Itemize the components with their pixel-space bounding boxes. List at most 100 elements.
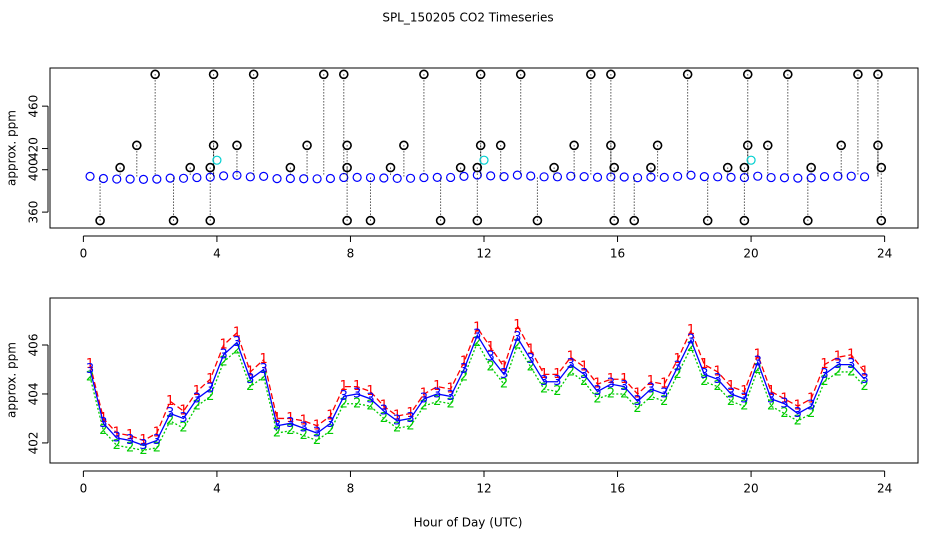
point xyxy=(185,162,196,173)
point xyxy=(579,172,589,182)
point xyxy=(212,155,222,165)
point-marker: 1 xyxy=(366,384,374,399)
point-marker: 1 xyxy=(740,384,748,399)
point xyxy=(419,69,429,80)
point-marker: 1 xyxy=(500,360,508,375)
series-line xyxy=(89,333,866,447)
x-tick-label: 8 xyxy=(347,247,355,261)
point xyxy=(168,215,179,226)
point xyxy=(673,171,683,181)
point-marker: 3 xyxy=(700,367,708,382)
point-marker: 1 xyxy=(179,404,187,419)
point-marker: 2 xyxy=(687,340,695,355)
point xyxy=(479,155,489,165)
point-marker: 1 xyxy=(433,379,441,394)
point xyxy=(392,173,402,184)
point-marker: 1 xyxy=(620,372,628,387)
point-marker: 3 xyxy=(673,360,681,375)
point xyxy=(248,69,259,80)
point-marker: 1 xyxy=(540,367,548,382)
point xyxy=(342,215,352,226)
point xyxy=(338,69,349,80)
point-marker: 3 xyxy=(607,377,615,392)
point-marker: 2 xyxy=(647,389,655,404)
point-marker: 1 xyxy=(673,352,681,367)
point xyxy=(739,215,750,226)
y-tick-label: 420 xyxy=(27,137,41,160)
point xyxy=(419,172,429,183)
point-marker: 1 xyxy=(780,391,788,406)
point xyxy=(98,173,109,184)
point xyxy=(385,162,396,173)
point xyxy=(762,140,773,151)
point-marker: 3 xyxy=(86,362,94,377)
point-marker: 1 xyxy=(313,418,321,433)
point xyxy=(833,171,843,181)
point-marker: 3 xyxy=(406,411,414,426)
point-marker: 1 xyxy=(446,382,454,397)
point-marker: 1 xyxy=(607,372,615,387)
point xyxy=(619,172,629,182)
point xyxy=(793,173,803,183)
point xyxy=(245,172,255,182)
point xyxy=(803,215,813,226)
point xyxy=(526,171,536,181)
x-tick-label: 4 xyxy=(213,482,221,496)
point-marker: 1 xyxy=(820,357,828,372)
point-marker: 2 xyxy=(714,379,722,394)
point xyxy=(549,162,559,173)
point-marker: 3 xyxy=(326,416,334,431)
point-marker: 3 xyxy=(206,382,214,397)
point-marker: 2 xyxy=(607,386,615,401)
point-marker: 2 xyxy=(567,364,575,379)
chart-title: SPL_150205 CO2 Timeseries xyxy=(382,11,553,25)
point-marker: 1 xyxy=(219,338,227,353)
point-marker: 3 xyxy=(246,372,254,387)
point xyxy=(285,173,295,184)
point xyxy=(629,215,640,226)
x-tick-label: 24 xyxy=(877,482,892,496)
point xyxy=(165,173,175,183)
point-marker: 2 xyxy=(326,423,334,438)
plot-frame xyxy=(49,67,919,229)
y-tick-label: 404 xyxy=(27,383,41,406)
point-marker: 3 xyxy=(233,335,241,350)
point-marker: 3 xyxy=(286,416,294,431)
point-marker: 3 xyxy=(820,367,828,382)
point xyxy=(499,172,509,182)
point-marker: 1 xyxy=(139,433,147,448)
point xyxy=(742,69,753,80)
point-marker: 2 xyxy=(313,433,321,448)
point xyxy=(365,215,376,226)
point-marker: 3 xyxy=(740,391,748,406)
point-marker: 3 xyxy=(313,426,321,441)
point-marker: 2 xyxy=(860,379,868,394)
point xyxy=(873,140,883,151)
point xyxy=(836,140,847,151)
point xyxy=(873,69,883,80)
point-marker: 1 xyxy=(286,411,294,426)
x-tick-label: 0 xyxy=(80,482,88,496)
point-marker: 2 xyxy=(113,438,121,453)
point xyxy=(132,140,142,151)
point xyxy=(115,162,125,173)
point xyxy=(312,174,322,184)
y-tick-label: 400 xyxy=(27,158,41,181)
point-marker: 1 xyxy=(393,408,401,423)
point-marker: 2 xyxy=(553,384,561,399)
point-marker: 3 xyxy=(139,438,147,453)
point-marker: 3 xyxy=(714,372,722,387)
point-marker: 1 xyxy=(647,374,655,389)
point xyxy=(232,140,242,151)
point-marker: 1 xyxy=(807,391,815,406)
point xyxy=(552,172,563,182)
point-marker: 2 xyxy=(754,362,762,377)
point xyxy=(302,140,312,151)
point-marker: 3 xyxy=(727,386,735,401)
point xyxy=(652,140,663,151)
point-marker: 3 xyxy=(527,352,535,367)
point xyxy=(779,173,790,183)
point-marker: 1 xyxy=(727,379,735,394)
point xyxy=(208,69,219,80)
point-marker: 2 xyxy=(340,396,348,411)
